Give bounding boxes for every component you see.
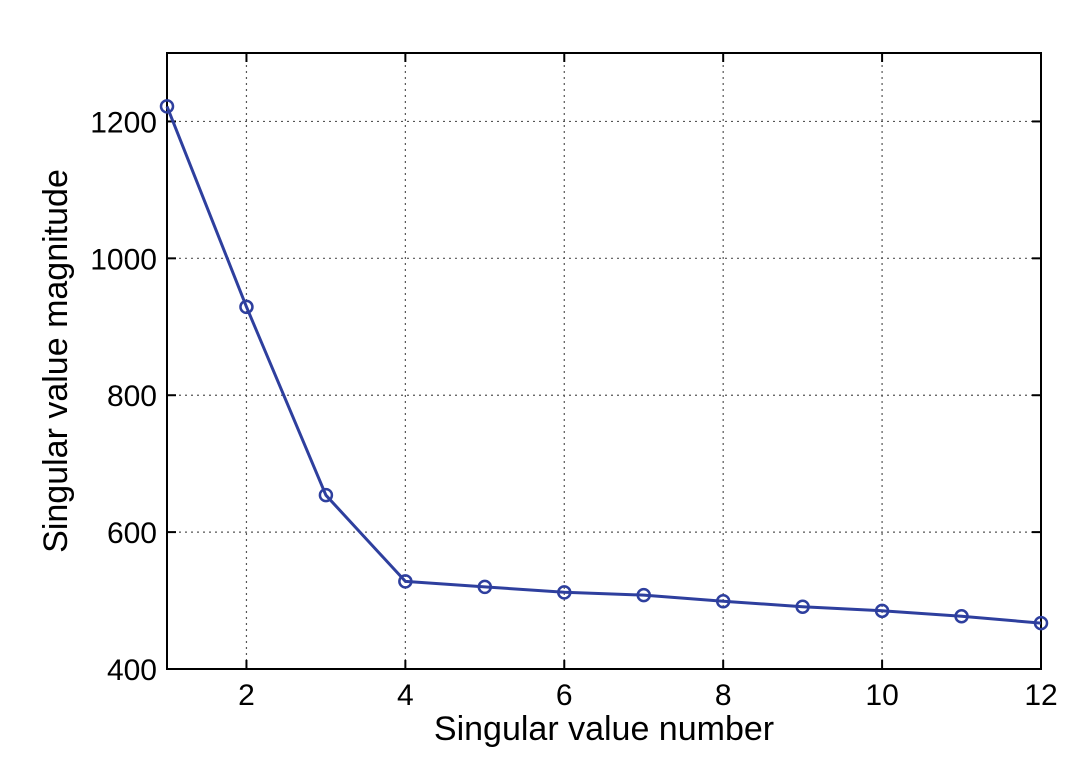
x-tick-label: 2 xyxy=(238,679,255,712)
data-point-marker xyxy=(477,579,493,595)
grid-lines xyxy=(167,53,1041,669)
data-point-marker xyxy=(239,299,254,315)
data-point-marker xyxy=(715,593,731,609)
data-point-marker xyxy=(954,609,969,624)
data-point-marker xyxy=(795,599,810,614)
x-tick-label: 4 xyxy=(397,679,414,712)
data-point-marker xyxy=(398,574,413,589)
data-point-marker xyxy=(636,587,651,603)
y-tick-label: 800 xyxy=(107,380,157,413)
data-point-marker xyxy=(1033,615,1049,631)
axis-ticks xyxy=(167,53,1042,670)
y-axis-label: Singular value magnitude xyxy=(37,169,75,553)
y-tick-label: 400 xyxy=(107,654,157,687)
y-tick-label: 1200 xyxy=(90,106,157,139)
data-point-marker xyxy=(159,99,175,114)
data-point-marker xyxy=(874,603,890,619)
x-tick-label: 12 xyxy=(1024,679,1057,712)
plot-area-frame xyxy=(166,52,1042,670)
tick-labels: 2 4 6 8 10 12 400 600 800 1000 1200 xyxy=(90,106,1057,712)
x-tick-label: 6 xyxy=(556,679,573,712)
series-group xyxy=(159,99,1049,631)
data-point-marker xyxy=(318,487,334,503)
y-tick-label: 1000 xyxy=(90,243,157,276)
series-line xyxy=(165,105,1042,625)
y-tick-label: 600 xyxy=(107,517,157,550)
data-point-marker xyxy=(557,585,572,600)
x-tick-label: 8 xyxy=(715,679,732,712)
x-axis-label: Singular value number xyxy=(434,710,774,748)
x-tick-label: 10 xyxy=(865,679,898,712)
